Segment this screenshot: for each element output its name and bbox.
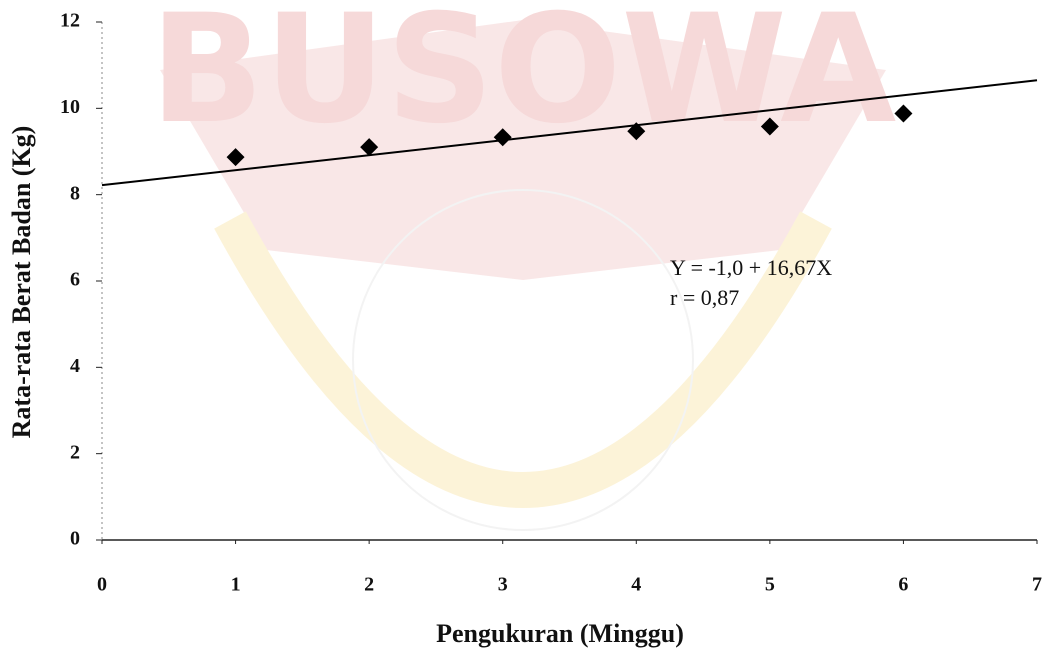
point [360, 138, 379, 157]
y-tick-label: 10 [60, 96, 80, 118]
x-tick-label: 3 [498, 574, 508, 596]
point [226, 148, 245, 167]
y-tick-label: 8 [70, 182, 80, 204]
watermark-text: BUSOWA [150, 0, 896, 157]
x-tick-label: 2 [364, 574, 374, 596]
watermark: BUSOWA [150, 0, 896, 531]
point [627, 122, 646, 141]
x-tick-label: 4 [631, 574, 641, 596]
x-tick-label: 1 [231, 574, 241, 596]
y-tick-label: 12 [60, 10, 80, 32]
point [894, 104, 913, 123]
x-tick-label: 6 [898, 574, 908, 596]
point [760, 117, 779, 136]
x-tick-label: 0 [97, 574, 107, 596]
equation: Y = -1,0 + 16,67X [670, 255, 832, 280]
watermark-shape [160, 20, 886, 280]
x-tick-label: 5 [765, 574, 775, 596]
y-axis-title: Rata-rata Berat Badan (Kg) [7, 126, 36, 439]
watermark-globe [352, 189, 694, 531]
point [493, 128, 512, 147]
y-tick-label: 4 [70, 355, 80, 377]
correlation: r = 0,87 [670, 285, 739, 310]
y-tick-label: 2 [70, 441, 80, 463]
watermark-arc [214, 211, 832, 508]
x-axis-title: Pengukuran (Minggu) [436, 619, 684, 648]
x-tick-label: 7 [1032, 574, 1042, 596]
y-tick-label: 0 [70, 528, 80, 550]
y-tick-label: 6 [70, 269, 80, 291]
trend-line [101, 79, 1038, 187]
